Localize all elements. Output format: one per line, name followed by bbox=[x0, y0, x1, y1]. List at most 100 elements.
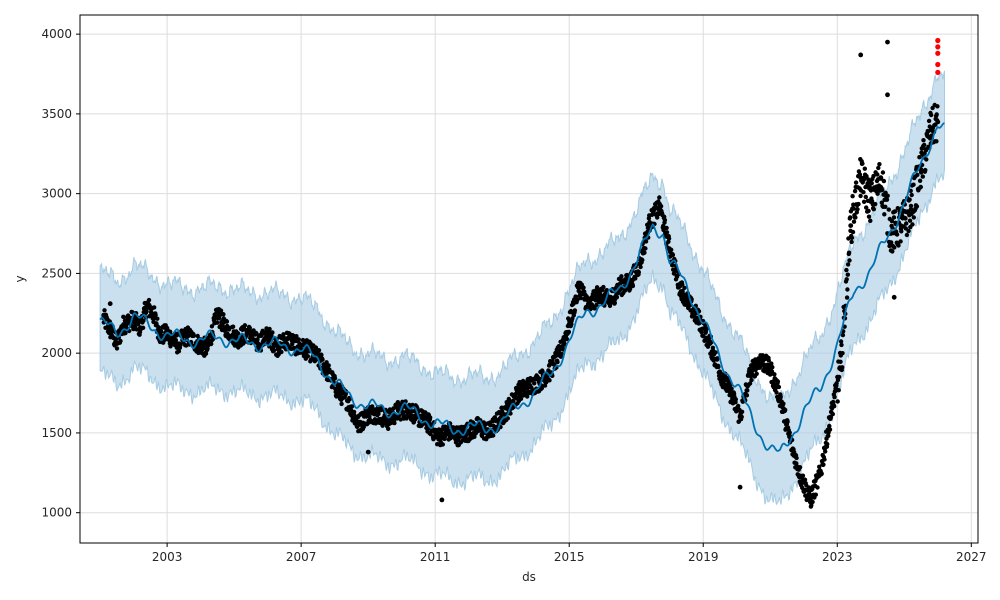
observed-point bbox=[880, 170, 886, 175]
observed-point bbox=[666, 236, 672, 241]
observed-point bbox=[446, 428, 451, 434]
observed-point bbox=[849, 239, 854, 245]
observed-point bbox=[839, 342, 844, 348]
observed-point bbox=[235, 331, 241, 336]
observed-point bbox=[713, 350, 718, 355]
observed-point bbox=[769, 361, 774, 366]
observed-point bbox=[906, 228, 911, 234]
observed-point bbox=[502, 412, 507, 417]
observed-point bbox=[349, 404, 355, 409]
observed-point bbox=[781, 401, 786, 406]
observed-point bbox=[173, 337, 178, 343]
observed-point bbox=[716, 364, 721, 370]
anomaly-point bbox=[935, 44, 941, 50]
observed-point bbox=[851, 219, 857, 224]
observed-point bbox=[137, 325, 143, 331]
observed-point bbox=[924, 157, 929, 162]
observed-point bbox=[918, 184, 923, 190]
x-tick-label: 2019 bbox=[688, 550, 719, 564]
observed-point bbox=[866, 208, 871, 214]
observed-point bbox=[840, 351, 845, 356]
observed-point bbox=[275, 344, 281, 350]
y-axis-label: y bbox=[13, 275, 27, 282]
observed-point bbox=[737, 414, 743, 420]
observed-point bbox=[898, 239, 903, 244]
observed-point bbox=[923, 148, 929, 153]
observed-point bbox=[739, 409, 745, 414]
observed-point bbox=[594, 302, 599, 308]
observed-point bbox=[201, 346, 207, 351]
observed-point bbox=[880, 187, 885, 193]
grid bbox=[80, 15, 978, 543]
observed-point bbox=[532, 381, 537, 386]
observed-point bbox=[572, 308, 578, 313]
observed-point bbox=[319, 352, 324, 358]
observed-point bbox=[144, 302, 150, 308]
observed-point bbox=[335, 389, 341, 394]
observed-point bbox=[607, 303, 613, 308]
observed-point bbox=[191, 333, 196, 338]
observed-point bbox=[542, 383, 548, 388]
observed-point bbox=[152, 305, 157, 310]
observed-point bbox=[355, 422, 361, 428]
observed-point bbox=[586, 304, 592, 310]
observed-point bbox=[815, 485, 820, 490]
observed-point bbox=[827, 423, 832, 429]
observed-point bbox=[682, 285, 687, 290]
observed-point bbox=[832, 394, 837, 400]
observed-point bbox=[564, 336, 570, 342]
observed-point bbox=[737, 484, 743, 490]
x-tick-label: 2023 bbox=[822, 550, 853, 564]
observed-point bbox=[766, 358, 771, 363]
observed-point bbox=[556, 352, 562, 358]
plot-area bbox=[79, 14, 979, 544]
observed-point bbox=[121, 314, 126, 319]
observed-point bbox=[845, 287, 850, 292]
observed-point bbox=[855, 207, 860, 212]
observed-point bbox=[365, 449, 371, 455]
observed-point bbox=[866, 214, 872, 219]
observed-point bbox=[775, 379, 781, 384]
observed-point bbox=[370, 404, 375, 409]
observed-point bbox=[871, 173, 876, 179]
observed-point bbox=[428, 431, 433, 437]
observed-point bbox=[118, 338, 123, 344]
observed-point bbox=[798, 473, 803, 479]
observed-point bbox=[860, 161, 865, 166]
observed-point bbox=[612, 300, 617, 305]
observed-point bbox=[890, 249, 895, 254]
observed-point bbox=[114, 346, 120, 351]
observed-point bbox=[869, 181, 874, 186]
y-tick-label: 1500 bbox=[41, 426, 72, 440]
observed-point bbox=[889, 218, 895, 224]
observed-point bbox=[722, 382, 727, 387]
observed-point bbox=[881, 178, 887, 184]
observed-point bbox=[597, 290, 602, 295]
observed-point bbox=[747, 371, 753, 377]
observed-point bbox=[853, 180, 859, 185]
observed-point bbox=[847, 258, 852, 263]
observed-point bbox=[757, 357, 763, 362]
forecast-line bbox=[99, 122, 945, 452]
plot-frame bbox=[79, 14, 979, 544]
observed-point bbox=[215, 312, 220, 318]
observed-point bbox=[903, 226, 908, 231]
observed-point bbox=[647, 220, 652, 225]
observed-point bbox=[892, 209, 898, 214]
observed-point bbox=[555, 359, 560, 365]
observed-point bbox=[387, 407, 393, 412]
observed-point bbox=[903, 216, 908, 221]
observed-point bbox=[844, 295, 850, 300]
y-tick-label: 2500 bbox=[41, 266, 72, 280]
observed-point bbox=[664, 225, 669, 231]
observed-point bbox=[174, 341, 180, 346]
observed-point bbox=[813, 492, 818, 497]
observed-point bbox=[439, 497, 445, 503]
observed-point bbox=[861, 199, 867, 204]
y-tick-label: 3000 bbox=[41, 187, 72, 201]
observed-point bbox=[636, 270, 641, 275]
observed-point bbox=[774, 390, 779, 395]
observed-points bbox=[101, 39, 941, 509]
observed-point bbox=[797, 465, 803, 470]
